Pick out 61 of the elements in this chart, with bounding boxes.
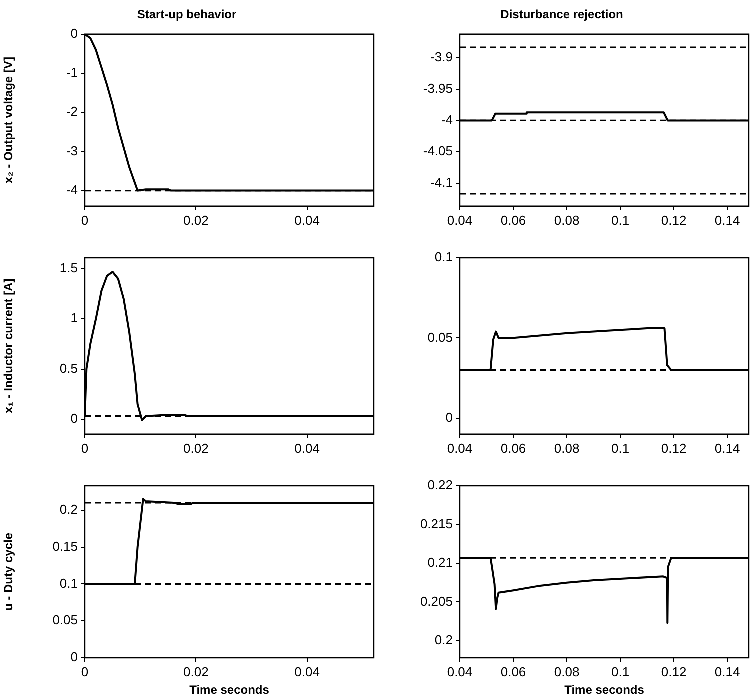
x-tick-label: 0.04: [447, 212, 473, 228]
y-tick-label: 0.2: [434, 632, 453, 648]
y-tick-label: 0.1: [434, 250, 453, 265]
y-tick-label: -3.9: [430, 50, 453, 65]
x-tick-label: 0.02: [184, 440, 209, 456]
y-tick-label: 0: [70, 26, 78, 41]
x-tick-label: 0.14: [714, 664, 740, 680]
y-tick-label: 0.21: [428, 555, 453, 570]
x-tick-label: 0.08: [554, 440, 580, 456]
y-tick-label: -3.95: [423, 81, 453, 96]
x-tick-label: 0.04: [447, 440, 473, 456]
y-axis-title: x₂ - Output voltage [V]: [2, 57, 16, 184]
y-tick-label: 0: [446, 410, 453, 425]
x-tick-label: 0.02: [184, 664, 209, 680]
x-axis-title: Time seconds: [190, 683, 270, 698]
y-axis-title: x₁ - Inductor current [A]: [2, 278, 16, 414]
y-tick-label: 0.2: [60, 502, 78, 517]
x-tick-label: 0.14: [714, 212, 740, 228]
x-tick-label: 0.06: [500, 440, 526, 456]
y-axis-title: u - Duty cycle: [2, 532, 16, 612]
x-tick-label: 0: [81, 440, 89, 456]
x-tick-label: 0: [81, 664, 89, 680]
y-tick-label: 0.215: [420, 516, 453, 532]
y-tick-label: -4: [66, 182, 78, 198]
x-axis-title: Time seconds: [564, 683, 645, 698]
y-tick-label: -3: [66, 143, 78, 158]
y-tick-label: 0: [70, 650, 78, 665]
x-tick-label: 0.02: [184, 212, 209, 228]
x-tick-label: 0.04: [294, 664, 320, 680]
y-tick-label: 1: [70, 310, 78, 326]
y-tick-label: -1: [66, 65, 78, 80]
x-tick-label: 0.04: [294, 212, 320, 228]
x-tick-label: 0.08: [554, 664, 580, 680]
y-tick-label: 0.22: [428, 478, 453, 493]
x-tick-label: 0.1: [612, 440, 630, 456]
y-tick-label: 0.05: [428, 330, 453, 345]
x-tick-label: 0: [81, 212, 89, 228]
y-tick-label: 0.15: [52, 538, 78, 554]
chart-title: Start-up behavior: [137, 8, 237, 22]
x-tick-label: 0.12: [661, 664, 687, 680]
y-tick-label: -4.1: [430, 174, 453, 190]
y-tick-label: 1.5: [60, 260, 78, 276]
x-tick-label: 0.12: [661, 212, 687, 228]
y-tick-label: -2: [66, 104, 78, 120]
chart-title: Disturbance rejection: [500, 8, 624, 22]
x-tick-label: 0.1: [612, 664, 630, 680]
x-tick-label: 0.12: [661, 440, 687, 456]
y-tick-label: -4: [441, 112, 453, 128]
x-tick-label: 0.1: [612, 212, 630, 228]
x-tick-label: 0.14: [714, 440, 740, 456]
x-tick-label: 0.04: [447, 664, 473, 680]
y-tick-label: 0.05: [52, 612, 78, 628]
y-tick-label: 0.205: [420, 594, 453, 609]
y-tick-label: 0.1: [60, 576, 78, 591]
x-tick-label: 0.06: [500, 212, 526, 228]
y-tick-label: 0.5: [60, 360, 78, 376]
x-tick-label: 0.08: [554, 212, 580, 228]
y-tick-label: -4.05: [423, 144, 453, 159]
y-tick-label: 0: [70, 410, 78, 426]
x-tick-label: 0.04: [294, 440, 320, 456]
x-tick-label: 0.06: [500, 664, 526, 680]
